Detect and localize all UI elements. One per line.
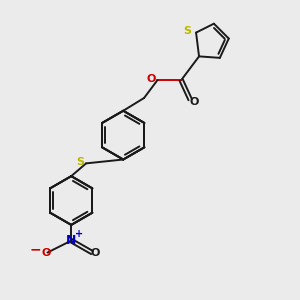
Text: −: − [29, 242, 41, 256]
Text: S: S [76, 157, 84, 167]
Text: O: O [190, 98, 199, 107]
Text: +: + [76, 229, 84, 239]
Text: O: O [147, 74, 156, 84]
Text: S: S [184, 26, 192, 36]
Text: O: O [41, 248, 51, 258]
Text: O: O [91, 248, 100, 258]
Text: N: N [66, 234, 76, 247]
